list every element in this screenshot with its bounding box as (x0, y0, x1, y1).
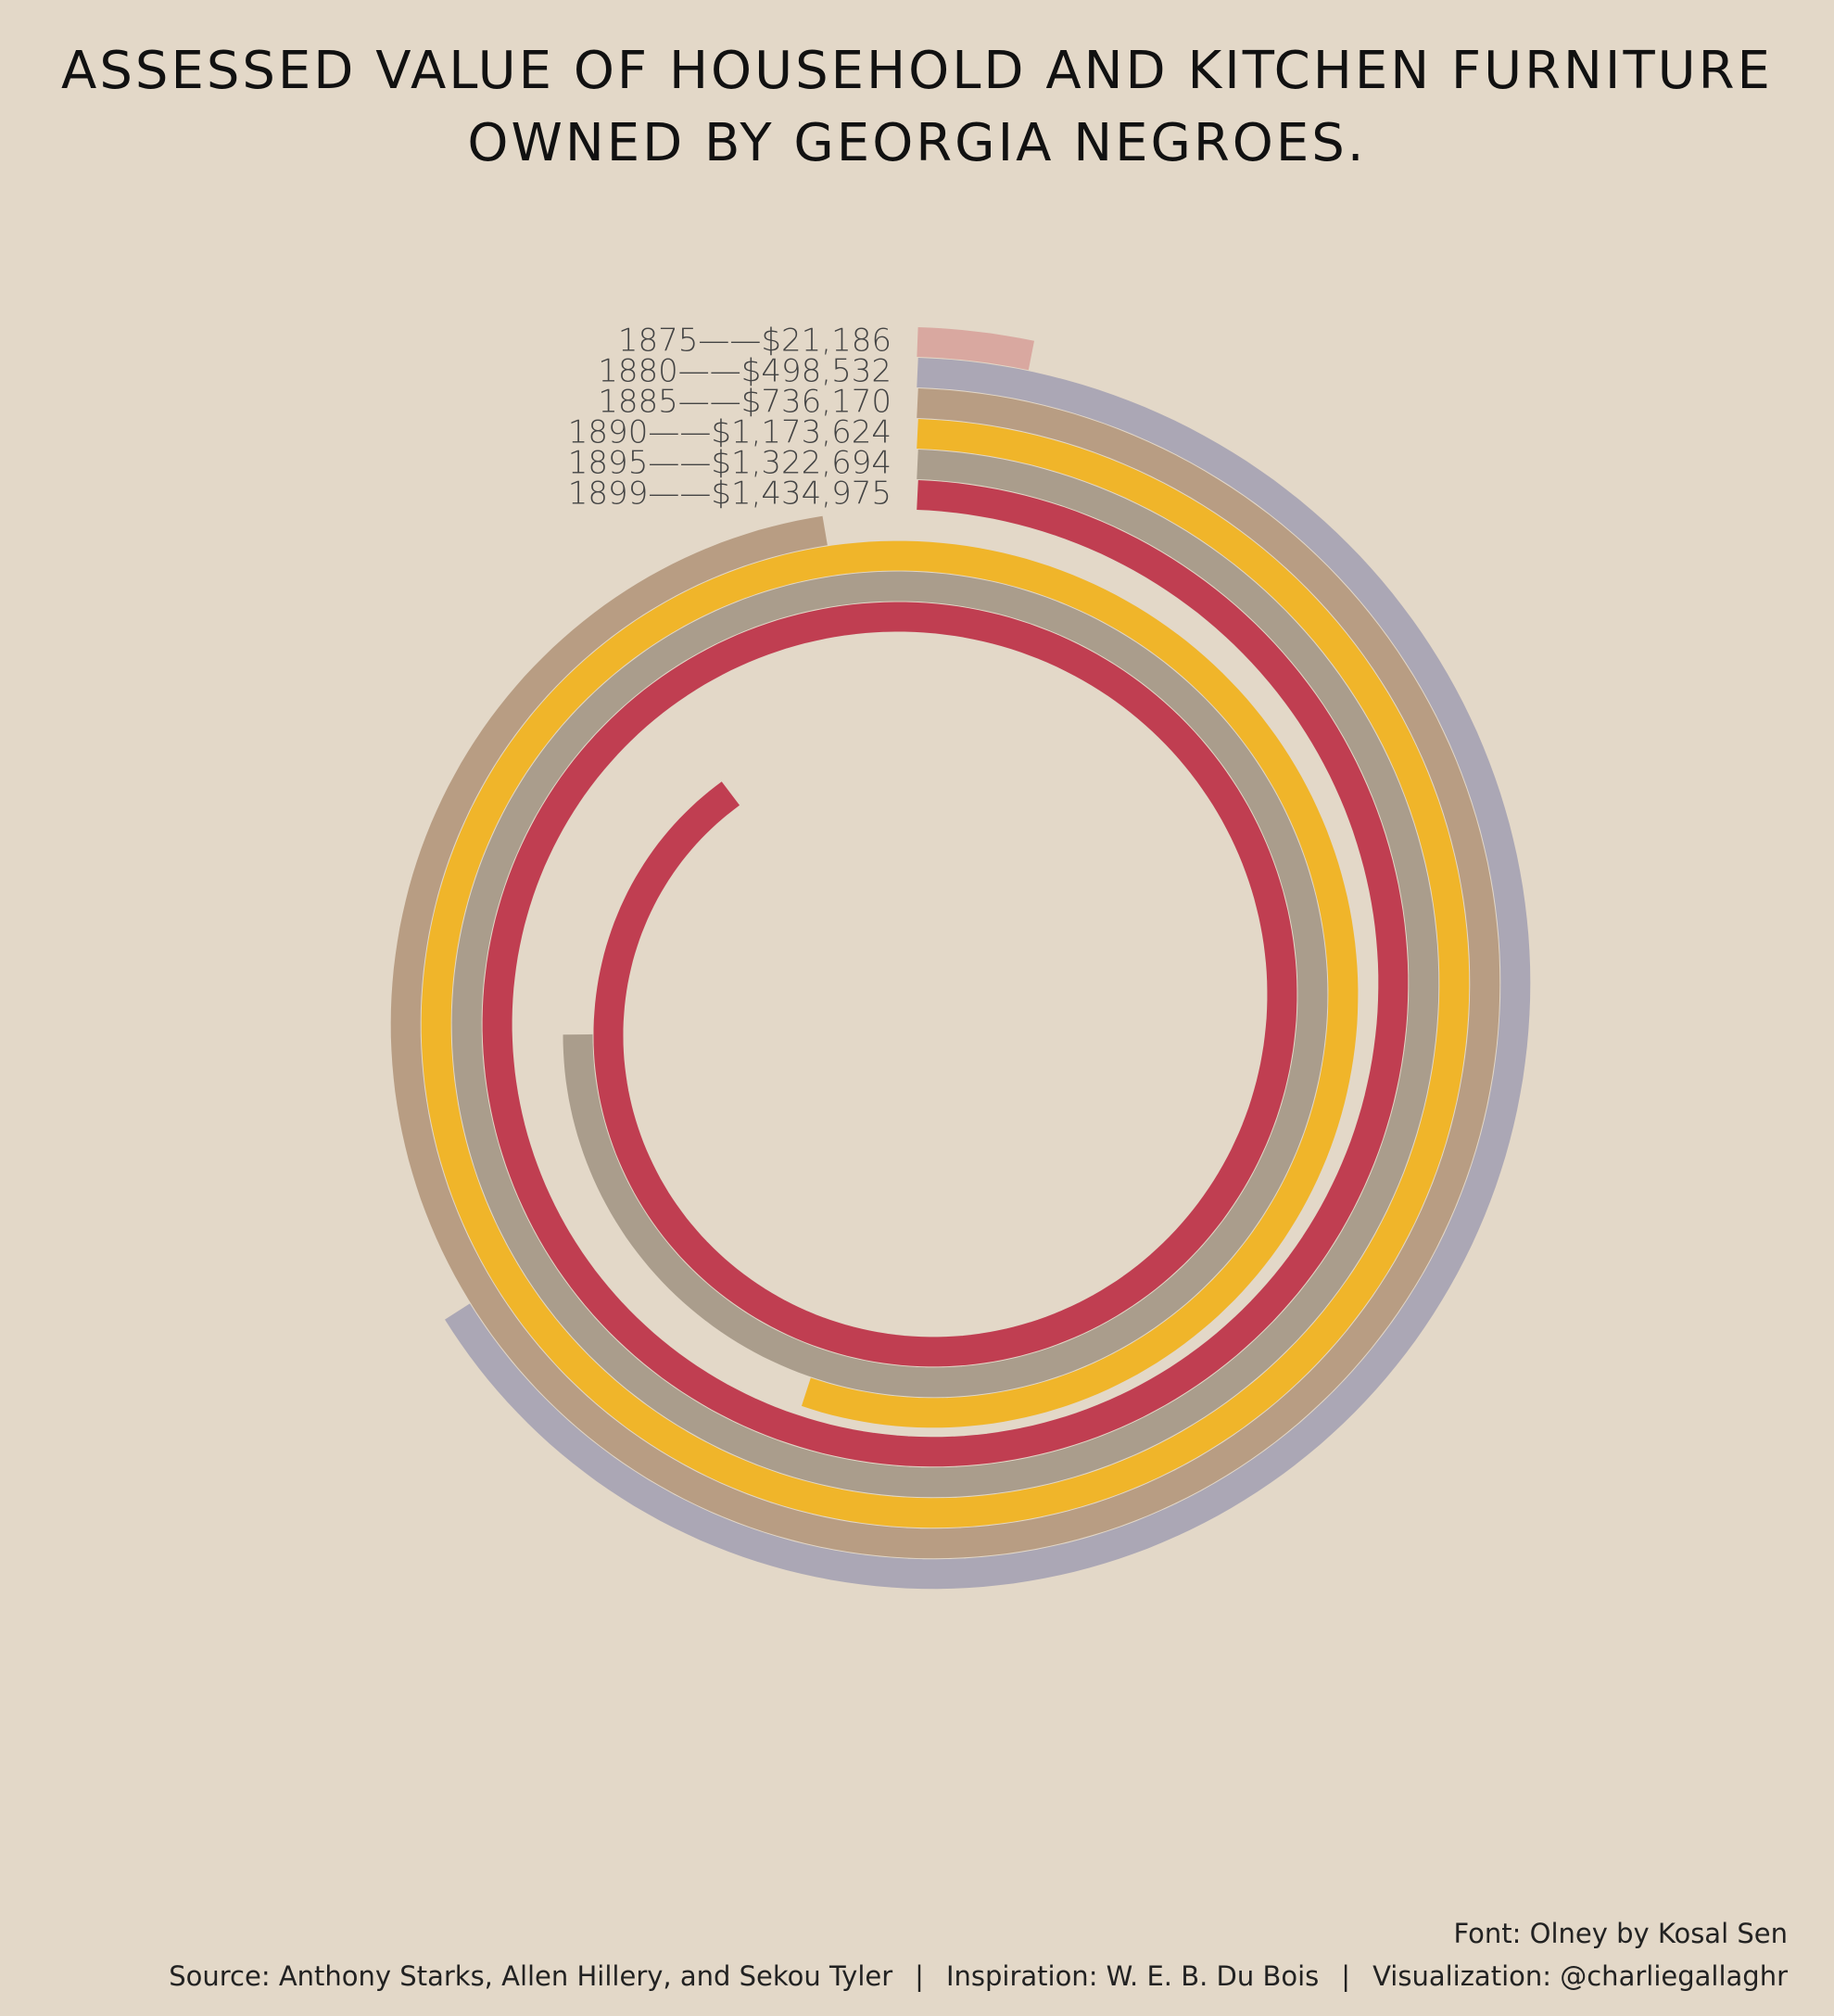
spiral-arc-1875 (917, 327, 1034, 371)
spiral-arc-1880 (445, 358, 1531, 1590)
spiral-arc-1895 (451, 450, 1439, 1498)
spiral-arc-1890 (421, 419, 1470, 1528)
spiral-arc-1885 (390, 388, 1500, 1559)
spiral-arcs (390, 327, 1531, 1590)
footer: Font: Olney by Kosal Sen Source: Anthony… (169, 1912, 1788, 1997)
chart-title-line-2: OWNED BY GEORGIA NEGROES. (467, 113, 1367, 173)
separator: | (1341, 1960, 1351, 1992)
series-label-1895: 1895——$1,322,694 (568, 445, 892, 482)
series-label-1880: 1880——$498,532 (598, 353, 892, 390)
source-credit: Source: Anthony Starks, Allen Hillery, a… (169, 1960, 893, 1992)
font-credit: Font: Olney by Kosal Sen (1453, 1918, 1788, 1949)
separator: | (915, 1960, 924, 1992)
inspiration-credit: Inspiration: W. E. B. Du Bois (945, 1960, 1320, 1992)
series-label-1875: 1875——$21,186 (618, 323, 892, 360)
visualization-credit: Visualization: @charliegallaghr (1372, 1960, 1788, 1992)
chart-title-line-1: ASSESSED VALUE OF HOUSEHOLD AND KITCHEN … (61, 41, 1773, 101)
chart-title: ASSESSED VALUE OF HOUSEHOLD AND KITCHEN … (0, 35, 1834, 180)
spiral-arc-1899 (482, 480, 1409, 1467)
series-label-1885: 1885——$736,170 (598, 384, 892, 421)
series-labels: 1875——$21,1861880——$498,5321885——$736,17… (568, 323, 892, 513)
series-label-1899: 1899——$1,434,975 (568, 475, 892, 513)
series-label-1890: 1890——$1,173,624 (568, 414, 892, 451)
credits-line: Source: Anthony Starks, Allen Hillery, a… (169, 1955, 1788, 1997)
